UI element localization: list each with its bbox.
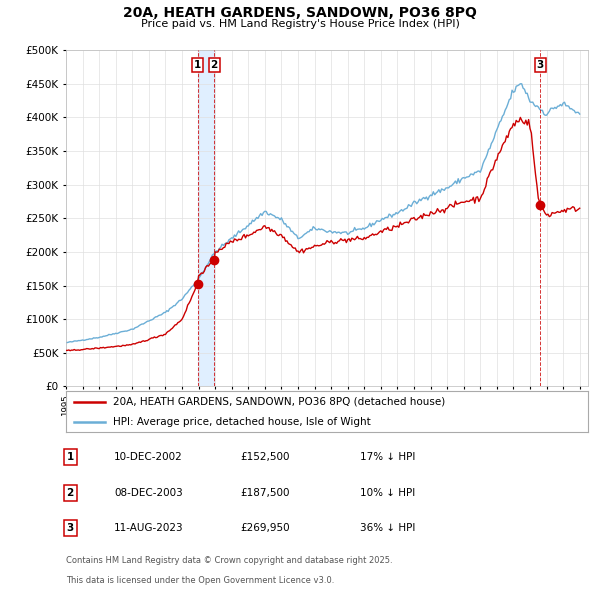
Text: 2: 2	[211, 60, 218, 70]
Text: 10-DEC-2002: 10-DEC-2002	[114, 453, 183, 462]
Text: 36% ↓ HPI: 36% ↓ HPI	[360, 523, 415, 533]
Text: 1: 1	[194, 60, 201, 70]
Text: 20A, HEATH GARDENS, SANDOWN, PO36 8PQ: 20A, HEATH GARDENS, SANDOWN, PO36 8PQ	[123, 6, 477, 20]
Text: Price paid vs. HM Land Registry's House Price Index (HPI): Price paid vs. HM Land Registry's House …	[140, 19, 460, 29]
Text: 1: 1	[67, 453, 74, 462]
Text: 20A, HEATH GARDENS, SANDOWN, PO36 8PQ (detached house): 20A, HEATH GARDENS, SANDOWN, PO36 8PQ (d…	[113, 396, 445, 407]
Text: 3: 3	[536, 60, 544, 70]
Text: Contains HM Land Registry data © Crown copyright and database right 2025.: Contains HM Land Registry data © Crown c…	[66, 556, 392, 565]
Text: HPI: Average price, detached house, Isle of Wight: HPI: Average price, detached house, Isle…	[113, 417, 371, 427]
Text: 17% ↓ HPI: 17% ↓ HPI	[360, 453, 415, 462]
Text: This data is licensed under the Open Government Licence v3.0.: This data is licensed under the Open Gov…	[66, 576, 334, 585]
Text: 11-AUG-2023: 11-AUG-2023	[114, 523, 184, 533]
Text: £152,500: £152,500	[240, 453, 290, 462]
Bar	[197, 50, 214, 386]
Text: 08-DEC-2003: 08-DEC-2003	[114, 488, 183, 497]
Text: 10% ↓ HPI: 10% ↓ HPI	[360, 488, 415, 497]
Text: 3: 3	[67, 523, 74, 533]
Text: £269,950: £269,950	[240, 523, 290, 533]
Text: £187,500: £187,500	[240, 488, 290, 497]
Text: 2: 2	[67, 488, 74, 497]
